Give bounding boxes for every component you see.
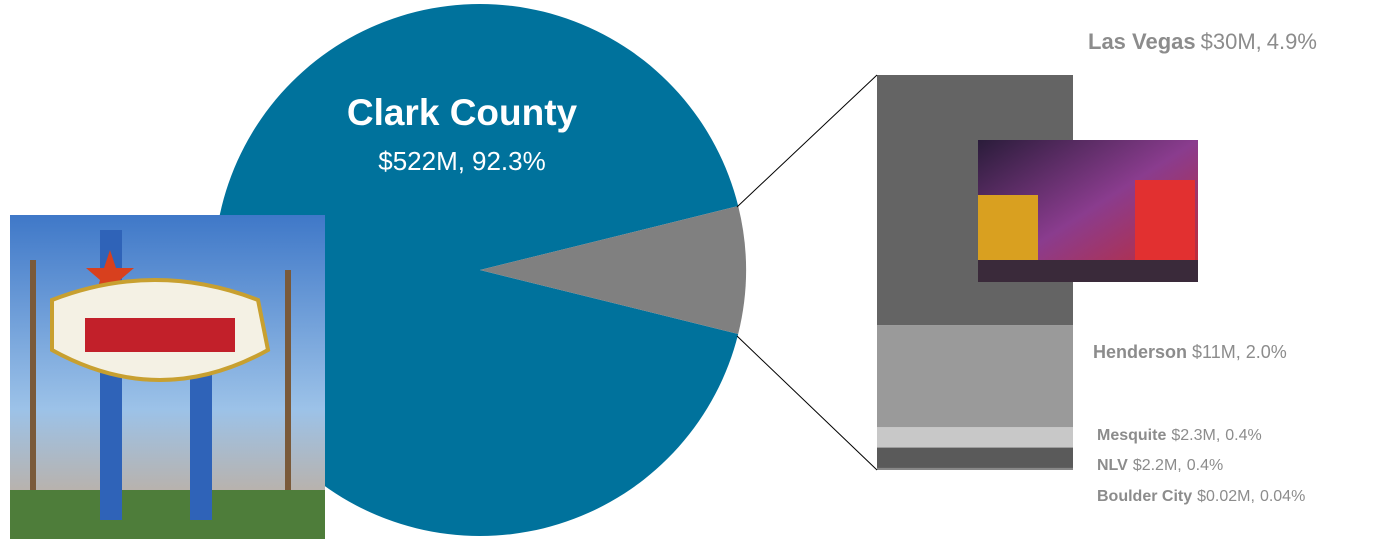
bar-segment [877,325,1073,428]
value-label: 92.3% [472,146,546,176]
category-name: Boulder City [1097,488,1192,505]
amount-label: $11M, [1192,342,1241,362]
slice-label: Clark County [347,92,578,133]
connector [736,74,878,208]
segment-label: Mesquite $2.3M, 0.4% [1097,427,1262,444]
bar-segment [877,427,1073,448]
pie: Clark County $522M, 92.3% [214,3,746,536]
amount-label: $0.02M, [1197,488,1255,505]
value-label: 0.4% [1187,457,1223,474]
pie-slice [214,3,739,536]
segment-label: Boulder City $0.02M, 0.04% [1097,488,1305,505]
bar-stack: Las Vegas $30M, 4.9% Henderson $11M, 2.0% Mesq… [877,29,1317,505]
segment-label: Henderson $11M, 2.0% [1093,342,1287,362]
bar-segment [877,447,1073,468]
segment-label: NLV $2.2M, 0.4% [1097,457,1223,474]
amount-label: $2.2M, [1133,457,1182,474]
value-label: 0.04% [1260,488,1305,505]
value-label: 4.9% [1267,29,1317,54]
category-name: Las Vegas [1088,29,1196,54]
segment-label: Las Vegas $30M, 4.9% [1088,29,1317,54]
amount-label: $30M, [1201,29,1262,54]
slice-value: $522M, 92.3% [378,146,545,176]
bar-segment [877,467,1073,470]
amount-label: $522M, [378,146,465,176]
photo-fremont [978,140,1198,282]
amount-label: $2.3M, [1171,427,1220,444]
connector [736,335,878,471]
pie-slice [480,205,746,335]
value-label: 2.0% [1246,342,1287,362]
category-name: Mesquite [1097,427,1166,444]
category-name: Henderson [1093,342,1187,362]
value-label: 0.4% [1225,427,1261,444]
category-name: NLV [1097,457,1128,474]
photo-sign [10,215,325,539]
